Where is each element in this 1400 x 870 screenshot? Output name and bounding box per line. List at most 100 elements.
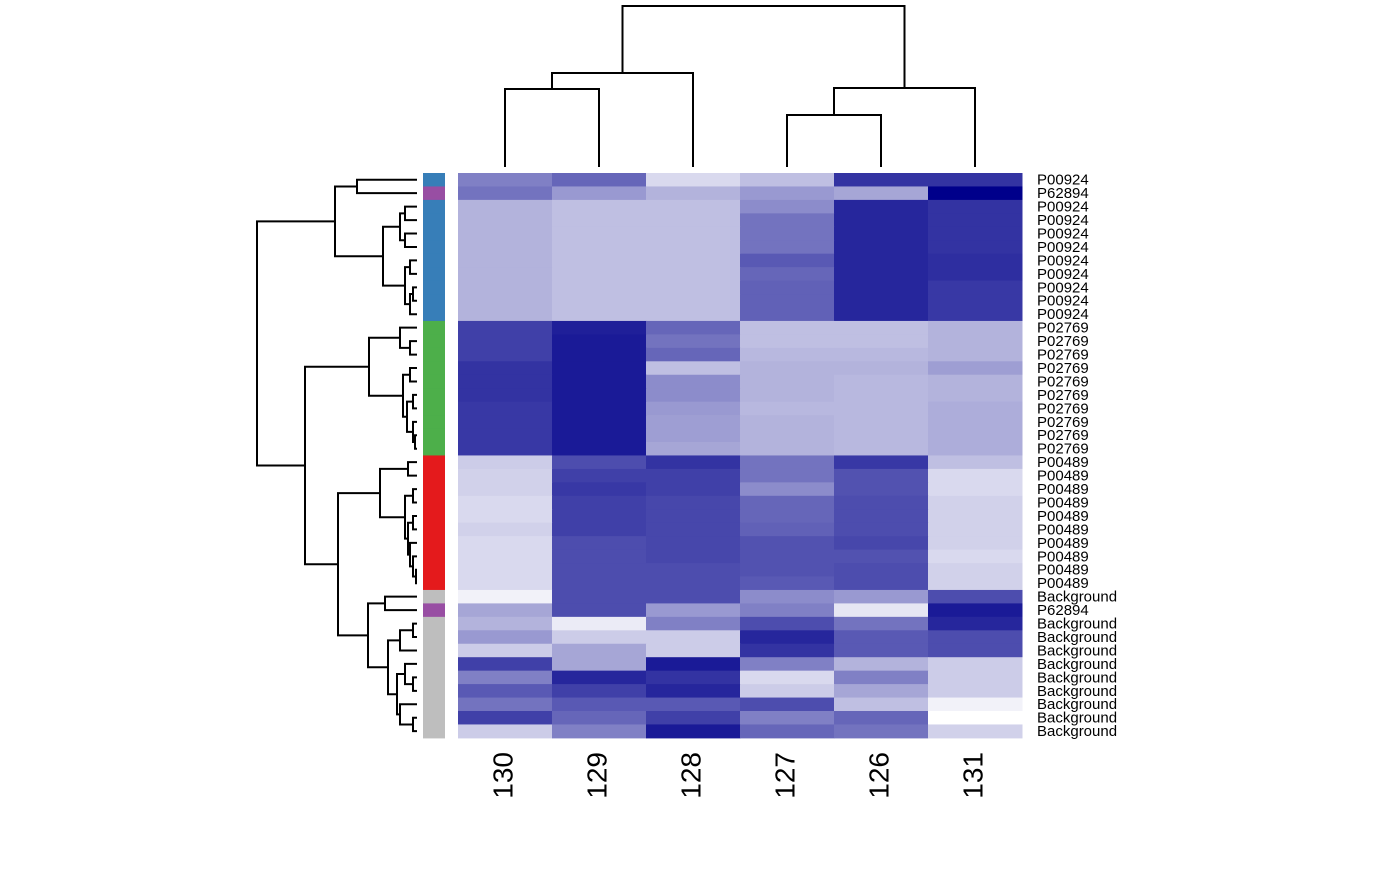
heatmap-cell xyxy=(552,482,647,497)
heatmap-cell xyxy=(646,603,741,618)
row-label: P62894 xyxy=(1037,185,1089,202)
heatmap-cell xyxy=(552,576,647,591)
heatmap-cell xyxy=(928,589,1023,604)
row-annotation xyxy=(423,361,445,376)
heatmap-cell xyxy=(740,536,835,551)
row-annotation xyxy=(423,388,445,403)
heatmap-cell xyxy=(458,509,553,524)
heatmap-cell xyxy=(458,711,553,725)
heatmap-cell xyxy=(834,509,929,524)
row-annotation xyxy=(423,495,445,510)
heatmap-cell xyxy=(646,589,741,604)
heatmap-cell xyxy=(928,724,1023,739)
row-label: Background xyxy=(1037,669,1117,686)
heatmap-cell xyxy=(646,643,741,658)
heatmap-cell xyxy=(834,603,929,618)
heatmap-cell xyxy=(646,482,741,497)
row-label: P00924 xyxy=(1037,172,1089,189)
heatmap-cell xyxy=(928,226,1023,241)
heatmap-cell xyxy=(928,670,1023,685)
heatmap-cell xyxy=(552,213,647,228)
heatmap-cell xyxy=(458,495,553,510)
heatmap-cell xyxy=(646,670,741,685)
heatmap-cell xyxy=(552,616,647,631)
row-dendrogram xyxy=(399,703,417,726)
row-dendrogram xyxy=(399,326,417,349)
row-annotation xyxy=(423,643,445,658)
heatmap-cell xyxy=(646,415,741,430)
heatmap-cell xyxy=(458,307,553,322)
heatmap-cell xyxy=(646,213,741,228)
heatmap-cell xyxy=(458,374,553,389)
heatmap-cell xyxy=(928,536,1023,551)
heatmap-cell xyxy=(834,468,929,483)
heatmap-cell xyxy=(834,226,929,241)
heatmap-cell xyxy=(646,684,741,699)
heatmap-cell xyxy=(552,240,647,255)
heatmap-cell xyxy=(646,616,741,631)
heatmap-cell xyxy=(552,549,647,564)
heatmap-cell xyxy=(834,267,929,282)
heatmap-cell xyxy=(834,307,929,322)
row-label: P02769 xyxy=(1037,373,1089,390)
row-annotation xyxy=(423,307,445,322)
row-dendrogram xyxy=(368,336,403,397)
heatmap-cell xyxy=(834,589,929,604)
heatmap-cell xyxy=(646,442,741,456)
heatmap-cell xyxy=(834,576,929,591)
heatmap-cell xyxy=(740,509,835,524)
heatmap-cell xyxy=(834,616,929,631)
row-annotation xyxy=(423,213,445,228)
heatmap-cell xyxy=(740,482,835,497)
heatmap-cell xyxy=(458,657,553,672)
heatmap-cell xyxy=(552,428,647,443)
row-dendrogram xyxy=(412,622,417,639)
heatmap-cell xyxy=(928,442,1023,456)
heatmap-cell xyxy=(740,563,835,577)
heatmap-cell xyxy=(928,213,1023,228)
row-label: P00924 xyxy=(1037,306,1089,323)
heatmap-cell xyxy=(740,442,835,456)
heatmap-cell xyxy=(552,630,647,645)
row-label: Background xyxy=(1037,723,1117,740)
heatmap-cell xyxy=(928,495,1023,510)
heatmap-cell xyxy=(740,428,835,443)
heatmap-cell xyxy=(552,280,647,295)
row-dendrogram xyxy=(384,595,417,612)
column-dendrogram xyxy=(833,87,976,167)
heatmap-cell xyxy=(740,468,835,483)
row-label: P02769 xyxy=(1037,347,1089,364)
heatmap-cell xyxy=(458,320,553,335)
row-dendrogram xyxy=(409,367,417,383)
heatmap-cell xyxy=(834,442,929,456)
row-dendrogram xyxy=(412,488,417,504)
row-label: P00489 xyxy=(1037,535,1089,552)
heatmap-cell xyxy=(740,657,835,672)
row-annotation xyxy=(423,442,445,456)
row-annotation xyxy=(423,509,445,524)
row-annotation xyxy=(423,428,445,443)
heatmap-cell xyxy=(458,173,553,187)
heatmap-cell xyxy=(740,549,835,564)
heatmap-cell xyxy=(834,186,929,201)
row-annotation xyxy=(423,724,445,739)
column-dendrogram xyxy=(786,114,882,167)
heatmap-cell xyxy=(552,495,647,510)
heatmap-cell xyxy=(646,549,741,564)
heatmap-cell xyxy=(646,199,741,214)
row-label: Background xyxy=(1037,656,1117,673)
heatmap-cell xyxy=(740,253,835,268)
heatmap-cell xyxy=(928,428,1023,443)
heatmap-cell xyxy=(834,320,929,335)
heatmap-cell xyxy=(458,226,553,241)
heatmap-cell xyxy=(834,711,929,725)
row-annotation xyxy=(423,657,445,672)
heatmap-cell xyxy=(740,199,835,214)
row-annotation xyxy=(423,468,445,483)
heatmap-cell xyxy=(552,173,647,187)
row-dendrogram xyxy=(367,602,388,669)
heatmap-cell xyxy=(458,468,553,483)
heatmap-cell xyxy=(740,455,835,470)
heatmap-cell xyxy=(646,401,741,416)
heatmap-cell xyxy=(552,307,647,322)
